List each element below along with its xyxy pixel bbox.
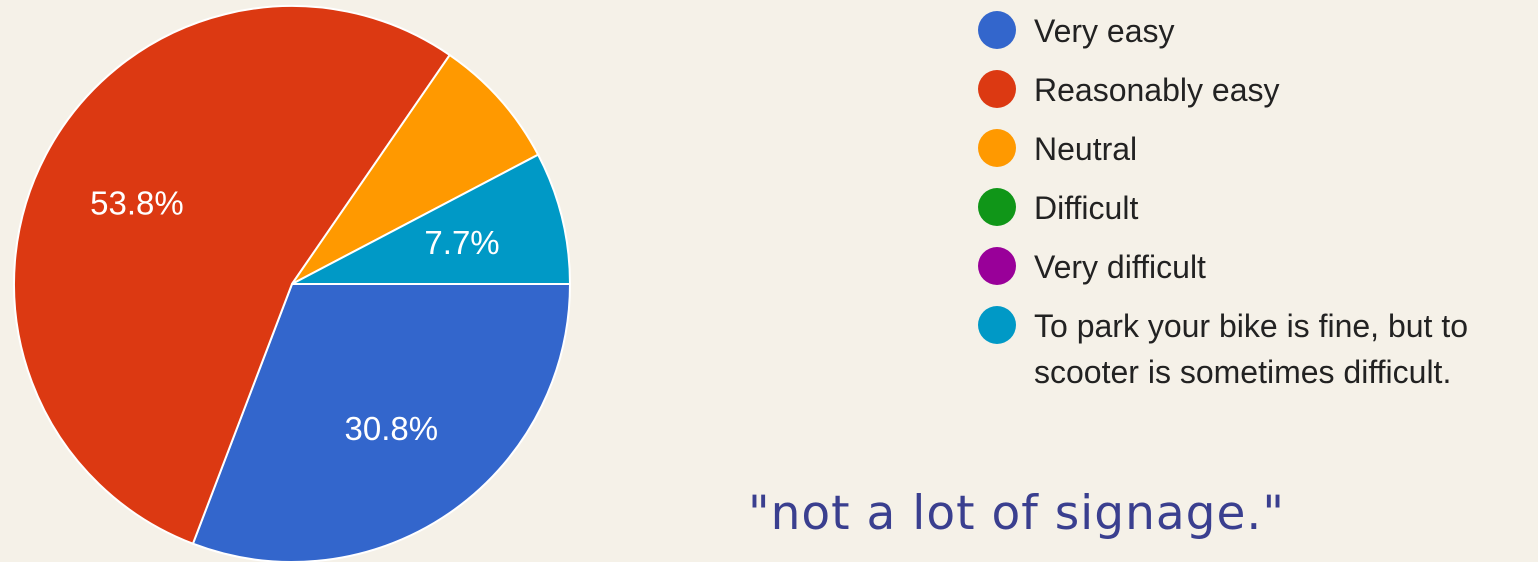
legend-swatch-2	[978, 129, 1016, 167]
legend-label-1: Reasonably easy	[1034, 72, 1280, 108]
pie-slice-label-5: 7.7%	[424, 224, 499, 261]
legend-label-0: Very easy	[1034, 13, 1175, 49]
pie-chart: 30.8% 53.8% 7.7%	[13, 5, 572, 562]
pie-slice-1	[13, 5, 452, 546]
legend-label-4: Very difficult	[1034, 249, 1206, 285]
legend-item-5: To park your bike is fine, but to scoote…	[978, 301, 1538, 390]
pie-slices	[13, 5, 572, 562]
legend-swatch-1	[978, 70, 1016, 108]
pie-slice-label-0: 30.8%	[345, 410, 439, 447]
legend-swatch-0	[978, 11, 1016, 49]
legend-label-2: Neutral	[1034, 131, 1138, 167]
legend-swatch-3	[978, 188, 1016, 226]
legend-item-4: Very difficult	[978, 242, 1538, 301]
legend-label-3: Difficult	[1034, 190, 1139, 226]
legend-swatch-5	[978, 306, 1016, 344]
legend-item-2: Neutral	[978, 124, 1538, 183]
pie-slice-label-1: 53.8%	[90, 185, 184, 222]
legend-label-5: To park your bike is fine, but to scoote…	[1034, 308, 1468, 390]
legend-item-3: Difficult	[978, 183, 1538, 242]
chart-legend: Very easy Reasonably easy Neutral Difficult…	[978, 6, 1538, 390]
legend-swatch-4	[978, 247, 1016, 285]
pie-slice-2	[291, 53, 540, 285]
quote-text: "not a lot of signage."	[748, 486, 1285, 541]
pie-slice-labels: 30.8% 53.8% 7.7%	[90, 185, 499, 448]
pie-slice-5	[291, 153, 572, 285]
pie-slice-0	[191, 283, 572, 562]
legend-item-1: Reasonably easy	[978, 65, 1538, 124]
legend-item-0: Very easy	[978, 6, 1538, 65]
